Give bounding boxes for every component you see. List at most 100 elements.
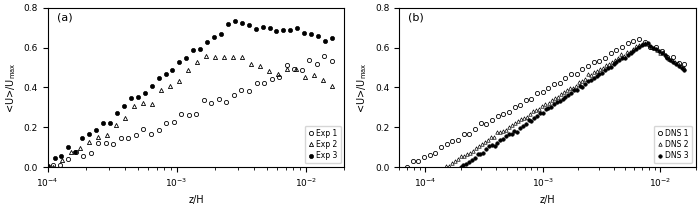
Exp 2 bbox=[148, 103, 156, 105]
Line: Exp 2: Exp 2 bbox=[51, 54, 334, 169]
Exp 3 bbox=[120, 105, 128, 107]
DNS 1 bbox=[431, 152, 440, 154]
DNS 1 bbox=[442, 143, 451, 145]
Exp 3 bbox=[217, 33, 225, 35]
Exp 2 bbox=[211, 55, 219, 58]
Exp 1 bbox=[169, 120, 178, 123]
DNS 1 bbox=[607, 51, 615, 54]
DNS 1 bbox=[589, 61, 598, 63]
Exp 3 bbox=[134, 96, 142, 99]
Exp 1 bbox=[117, 136, 125, 139]
Exp 1 bbox=[132, 134, 140, 136]
Exp 1 bbox=[192, 113, 200, 115]
Exp 3 bbox=[279, 29, 288, 31]
DNS 1 bbox=[618, 45, 626, 48]
Exp 2 bbox=[220, 56, 228, 58]
Exp 3 bbox=[182, 56, 190, 59]
Exp 3 bbox=[300, 31, 309, 34]
Exp 1 bbox=[222, 100, 230, 103]
DNS 3 bbox=[610, 62, 618, 65]
DNS 1 bbox=[437, 145, 445, 148]
Exp 2 bbox=[112, 124, 120, 127]
Exp 2 bbox=[256, 64, 264, 67]
DNS 1 bbox=[448, 140, 456, 142]
DNS 1 bbox=[612, 48, 621, 51]
Exp 3 bbox=[272, 29, 281, 32]
Line: Exp 1: Exp 1 bbox=[51, 54, 334, 167]
Exp 3 bbox=[189, 49, 197, 51]
Exp 2 bbox=[246, 63, 255, 66]
DNS 1 bbox=[561, 77, 570, 80]
Exp 1 bbox=[267, 78, 276, 80]
Exp 2 bbox=[193, 61, 201, 64]
Exp 2 bbox=[49, 166, 57, 168]
DNS 2 bbox=[656, 51, 664, 54]
Exp 3 bbox=[175, 61, 183, 63]
DNS 1 bbox=[459, 133, 468, 135]
Exp 3 bbox=[224, 23, 232, 26]
DNS 1 bbox=[675, 61, 683, 64]
Exp 2 bbox=[283, 68, 291, 70]
DNS 1 bbox=[426, 153, 434, 156]
DNS 1 bbox=[550, 83, 559, 85]
Legend: DNS 1, DNS 2, DNS 3: DNS 1, DNS 2, DNS 3 bbox=[654, 126, 692, 163]
DNS 1 bbox=[578, 68, 587, 70]
Exp 3 bbox=[314, 34, 322, 37]
Exp 1 bbox=[79, 154, 88, 157]
Exp 3 bbox=[328, 36, 336, 39]
DNS 1 bbox=[476, 122, 484, 125]
Exp 1 bbox=[252, 82, 260, 84]
DNS 1 bbox=[624, 42, 632, 45]
Exp 3 bbox=[106, 121, 114, 124]
Line: Exp 3: Exp 3 bbox=[46, 19, 334, 168]
Exp 2 bbox=[202, 55, 210, 58]
DNS 1 bbox=[573, 73, 581, 75]
DNS 3 bbox=[601, 68, 609, 71]
DNS 1 bbox=[499, 113, 508, 115]
Exp 3 bbox=[265, 27, 274, 30]
DNS 1 bbox=[646, 45, 654, 48]
Exp 1 bbox=[94, 142, 102, 144]
Exp 3 bbox=[307, 32, 315, 35]
DNS 1 bbox=[420, 156, 428, 159]
Exp 1 bbox=[328, 59, 336, 62]
Exp 2 bbox=[238, 56, 246, 58]
DNS 2 bbox=[547, 99, 556, 101]
DNS 1 bbox=[680, 62, 689, 65]
Exp 1 bbox=[102, 142, 110, 144]
DNS 1 bbox=[527, 97, 536, 100]
DNS 2 bbox=[641, 42, 650, 44]
DNS 3 bbox=[643, 42, 652, 44]
Exp 1 bbox=[139, 128, 148, 131]
DNS 1 bbox=[556, 82, 564, 84]
Exp 3 bbox=[168, 69, 176, 71]
DNS 1 bbox=[533, 91, 541, 94]
Exp 3 bbox=[196, 47, 204, 50]
Exp 2 bbox=[265, 70, 273, 73]
DNS 2 bbox=[596, 68, 604, 70]
Exp 1 bbox=[215, 98, 223, 101]
Exp 2 bbox=[274, 73, 282, 75]
DNS 1 bbox=[629, 40, 638, 43]
Exp 1 bbox=[207, 102, 216, 105]
Exp 3 bbox=[161, 72, 169, 75]
Exp 3 bbox=[258, 26, 267, 29]
Exp 1 bbox=[199, 99, 208, 102]
Text: (a): (a) bbox=[57, 13, 72, 22]
X-axis label: z/H: z/H bbox=[540, 195, 555, 205]
Line: DNS 3: DNS 3 bbox=[458, 41, 686, 168]
Exp 2 bbox=[139, 101, 147, 104]
Exp 1 bbox=[320, 55, 328, 57]
DNS 1 bbox=[465, 133, 473, 135]
Exp 3 bbox=[148, 85, 156, 88]
DNS 2 bbox=[584, 73, 592, 75]
Line: DNS 2: DNS 2 bbox=[444, 41, 686, 168]
Exp 3 bbox=[251, 27, 260, 30]
DNS 3 bbox=[592, 75, 601, 77]
Exp 2 bbox=[66, 151, 75, 153]
Exp 1 bbox=[283, 64, 291, 66]
DNS 1 bbox=[470, 127, 479, 130]
Exp 3 bbox=[293, 26, 302, 29]
Exp 1 bbox=[109, 143, 118, 145]
Exp 3 bbox=[203, 41, 211, 44]
